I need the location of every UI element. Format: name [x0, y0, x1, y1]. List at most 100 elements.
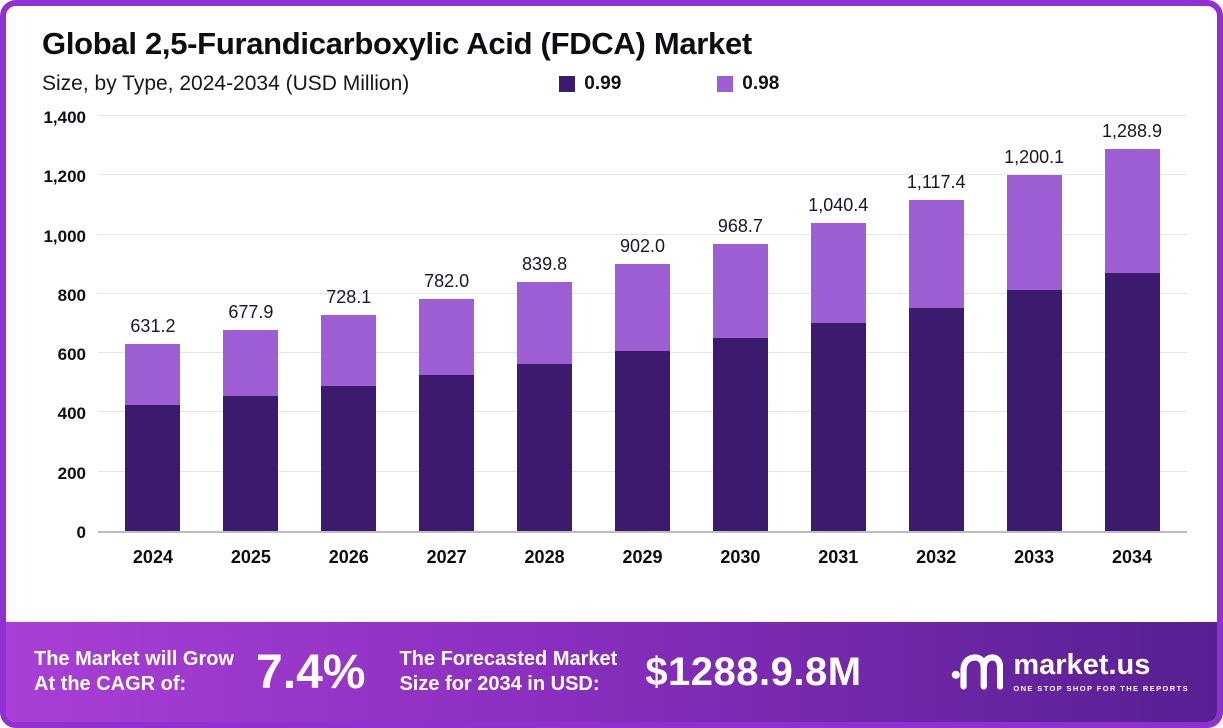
legend-label: 0.98 — [742, 73, 780, 94]
x-axis: 2024 2025 2026 2027 2028 2029 2030 2031 2032 2033… — [98, 547, 1187, 568]
legend-item: 0.98 — [717, 73, 779, 95]
bar-segment-bottom — [810, 322, 866, 531]
bar-column: 782.0 — [398, 118, 496, 531]
bar-segment-bottom — [223, 395, 279, 531]
bar-column: 1,200.1 — [985, 118, 1083, 531]
bar-column: 902.0 — [594, 118, 692, 531]
bar-stack — [321, 315, 377, 531]
bar-segment-bottom — [517, 363, 573, 531]
x-axis-label: 2024 — [132, 547, 173, 567]
footer-banner: The Market will Grow At the CAGR of: 7.4… — [6, 622, 1217, 722]
bar-column: 677.9 — [202, 118, 300, 531]
forecast-label-line2: Size for 2034 in USD: — [399, 673, 600, 695]
bar-total-label: 782.0 — [424, 271, 470, 292]
x-axis-label: 2029 — [622, 547, 663, 567]
chart: 0 200 400 600 800 1,000 1,200 1,400 631.2 677.9 7… — [36, 108, 1187, 542]
bar-total-label: 677.9 — [228, 302, 274, 323]
brand-name: market.us — [1013, 649, 1151, 681]
bar-stack — [419, 299, 475, 531]
brand-tagline: ONE STOP SHOP FOR THE REPORTS — [1013, 684, 1189, 693]
bar-segment-top — [810, 222, 866, 323]
chart-subtitle: Size, by Type, 2024-2034 (USD Million) — [42, 72, 410, 95]
bar-column: 631.2 — [104, 118, 202, 531]
bar-segment-bottom — [419, 374, 475, 531]
bar-total-label: 1,040.4 — [808, 194, 869, 215]
bar-total-label: 1,117.4 — [906, 171, 966, 192]
bar-total-label: 968.7 — [717, 215, 763, 236]
y-axis-label: 600 — [57, 345, 86, 365]
cagr-label: The Market will Grow At the CAGR of: — [34, 647, 234, 697]
bar-total-label: 839.8 — [522, 254, 568, 275]
bar-total-label: 1,288.9 — [1101, 120, 1163, 141]
bar-segment-top — [517, 282, 573, 364]
bar-segment-top — [1104, 148, 1160, 274]
y-axis-label: 0 — [76, 523, 86, 542]
y-axis-label: 200 — [57, 463, 86, 483]
chart-area: 0 200 400 600 800 1,000 1,200 1,400 631.2 677.9 7… — [36, 108, 1187, 568]
legend-label: 0.99 — [584, 73, 622, 94]
bar-segment-top — [908, 199, 964, 308]
x-axis-label: 2032 — [916, 547, 957, 567]
brand-text: market.us ONE STOP SHOP FOR THE REPORTS — [1013, 649, 1189, 694]
forecast-label-line1: The Forecasted Market — [399, 648, 618, 670]
y-axis-label: 1,200 — [43, 167, 86, 187]
bar-segment-bottom — [712, 337, 768, 531]
y-axis-label: 1,400 — [43, 108, 86, 127]
bar-segment-top — [1006, 175, 1062, 291]
gridline — [98, 233, 1187, 235]
bar-stack — [810, 222, 866, 531]
x-axis-label: 2034 — [1111, 547, 1153, 567]
bar-stack — [1006, 175, 1062, 531]
bar-total-label: 631.2 — [130, 315, 176, 336]
x-axis-label: 2028 — [524, 547, 565, 567]
forecast-label: The Forecasted Market Size for 2034 in U… — [399, 647, 617, 697]
bar-segment-top — [614, 263, 670, 351]
bar-stack — [223, 330, 279, 531]
cagr-value: 7.4% — [256, 645, 366, 699]
gridline — [98, 115, 1187, 116]
cagr-label-line2: At the CAGR of: — [34, 673, 187, 695]
bar-segment-bottom — [125, 405, 181, 531]
bar-segment-bottom — [614, 350, 670, 531]
chart-panel: Global 2,5-Furandicarboxylic Acid (FDCA)… — [6, 6, 1217, 622]
y-axis: 0 200 400 600 800 1,000 1,200 1,400 — [36, 108, 98, 542]
legend-item: 0.99 — [559, 73, 621, 95]
bar-stack — [517, 282, 573, 531]
bar-column: 968.7 — [691, 118, 789, 531]
cagr-label-line1: The Market will Grow — [34, 648, 235, 670]
bar-column: 1,117.4 — [887, 118, 985, 531]
x-axis-label: 2030 — [720, 547, 761, 567]
bar-column: 1,288.9 — [1083, 118, 1181, 531]
gridline — [98, 174, 1187, 176]
chart-title: Global 2,5-Furandicarboxylic Acid (FDCA)… — [42, 26, 752, 61]
bar-stack — [614, 263, 670, 531]
x-axis-label: 2033 — [1014, 547, 1055, 567]
bar-segment-top — [419, 299, 475, 375]
bar-segment-top — [712, 243, 768, 338]
bar-stack — [712, 243, 768, 531]
legend-swatch — [559, 76, 576, 92]
bar-stack — [908, 199, 964, 531]
legend-swatch — [717, 76, 734, 92]
bars-container: 631.2 677.9 728.1 782.0 839.8 902.0 968.7 1,040… — [98, 118, 1187, 531]
bar-segment-bottom — [1104, 273, 1160, 531]
legend: 0.99 0.98 — [559, 73, 779, 95]
bar-total-label: 1,200.1 — [1004, 147, 1065, 168]
bar-column: 839.8 — [496, 118, 594, 531]
bar-segment-top — [223, 330, 279, 396]
bar-column: 728.1 — [300, 118, 398, 531]
y-axis-label: 400 — [57, 404, 86, 424]
plot-area: 631.2 677.9 728.1 782.0 839.8 902.0 968.7 1,040… — [98, 115, 1187, 533]
x-axis-label: 2026 — [328, 547, 369, 567]
x-axis-label: 2027 — [426, 547, 467, 567]
bar-segment-bottom — [908, 307, 964, 531]
bar-segment-bottom — [1006, 290, 1062, 531]
y-axis-label: 800 — [57, 285, 86, 305]
bar-stack — [125, 343, 181, 531]
bar-segment-top — [125, 343, 181, 406]
market-us-logo-icon — [951, 648, 1004, 697]
bar-total-label: 902.0 — [619, 235, 665, 256]
subtitle-row: Size, by Type, 2024-2034 (USD Million) 0… — [42, 72, 1181, 96]
x-axis-label: 2031 — [818, 547, 859, 567]
